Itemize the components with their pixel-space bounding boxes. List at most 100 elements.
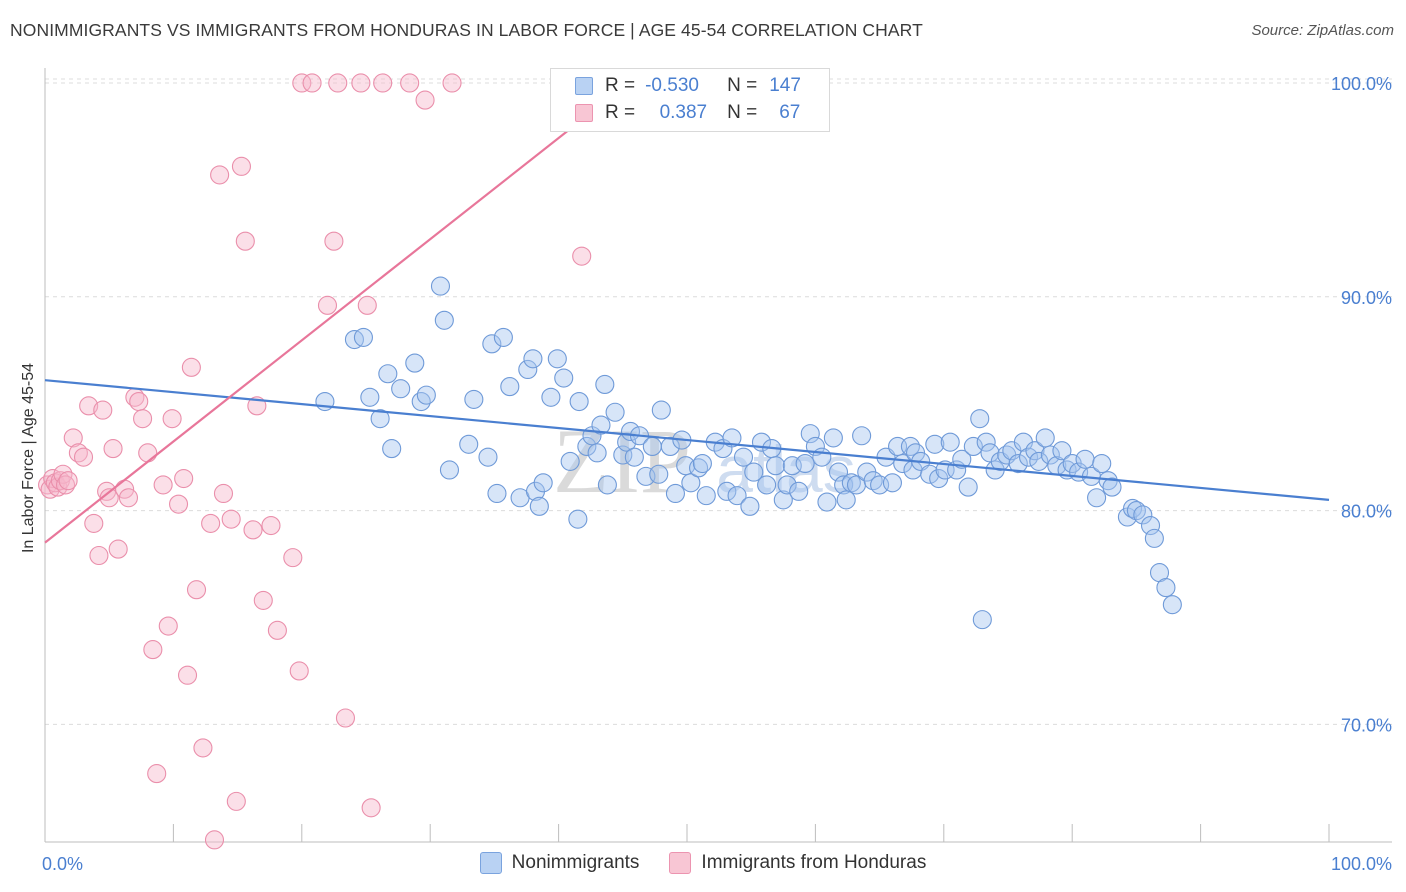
- legend-label-nonimmigrants: Nonimmigrants: [511, 852, 640, 873]
- nonimmigrant-point: [812, 447, 832, 467]
- immigrant-point: [261, 516, 281, 536]
- legend-n-label: N =: [727, 102, 758, 123]
- nonimmigrant-point: [952, 449, 972, 469]
- immigrant-point: [572, 246, 592, 266]
- immigrant-point: [267, 620, 287, 640]
- nonimmigrant-point: [1035, 428, 1055, 448]
- immigrant-point: [147, 764, 167, 784]
- legend-item-nonimmigrants[interactable]: Nonimmigrants: [479, 852, 640, 874]
- nonimmigrant-point: [795, 454, 815, 474]
- nonimmigrant-point: [560, 451, 580, 471]
- nonimmigrant-point: [1087, 488, 1107, 508]
- nonimmigrant-point: [744, 462, 764, 482]
- tick-labels: 70.0% 80.0% 90.0% 100.0% 0.0% 100.0%: [42, 74, 1392, 874]
- nonimmigrant-point: [1133, 505, 1153, 525]
- nonimmigrant-point: [642, 436, 662, 456]
- nonimmigrant-point: [722, 428, 742, 448]
- immigrant-point: [213, 483, 234, 504]
- nonimmigrant-point: [577, 436, 597, 456]
- axis-layer: [44, 68, 1392, 843]
- nonimmigrant-point: [925, 434, 945, 454]
- correlation-legend: R = -0.530 N = 147 R = 0.387 N = 67: [550, 68, 830, 132]
- immigrant-point: [204, 830, 225, 850]
- y-tick-label: 90.0%: [1341, 288, 1392, 308]
- immigrant-point: [181, 357, 201, 377]
- nonimmigrant-point: [478, 447, 498, 467]
- immigrant-point: [129, 391, 149, 412]
- nonimmigrant-point: [823, 428, 843, 448]
- immigrant-point: [93, 400, 113, 420]
- immigrant-point: [243, 520, 263, 540]
- immigrant-point: [174, 468, 194, 489]
- nonimmigrant-point: [958, 477, 978, 497]
- nonimmigrant-point: [597, 475, 617, 495]
- nonimmigrant-point: [681, 473, 701, 493]
- nonimmigrant-point: [777, 475, 797, 495]
- nonimmigrant-point: [665, 483, 685, 504]
- nonimmigrant-point: [970, 409, 990, 429]
- immigrant-point: [153, 475, 173, 495]
- nonimmigrant-point: [766, 456, 786, 476]
- nonimmigrant-point: [789, 481, 809, 501]
- nonimmigrant-point: [1156, 578, 1176, 598]
- immigrants-points: [38, 73, 592, 850]
- legend-r-value: -0.530: [645, 75, 699, 96]
- immigrant-point: [324, 231, 344, 251]
- nonimmigrant-point: [900, 436, 920, 456]
- nonimmigrant-point: [591, 415, 611, 435]
- nonimmigrant-point: [529, 496, 549, 516]
- nonimmigrant-point: [1102, 477, 1122, 497]
- nonimmigrant-point: [411, 391, 431, 412]
- immigrant-point: [133, 409, 153, 429]
- nonimmigrant-point: [382, 439, 402, 459]
- nonimmigrant-point: [649, 464, 669, 484]
- nonimmigrant-point: [836, 490, 856, 510]
- nonimmigrant-point: [518, 359, 538, 380]
- immigrant-point: [361, 798, 381, 818]
- nonimmigrant-point: [360, 387, 380, 407]
- nonimmigrant-point: [1025, 441, 1045, 461]
- nonimmigrant-point: [963, 436, 983, 456]
- nonimmigrant-point: [378, 364, 398, 384]
- nonimmigrant-point: [692, 454, 712, 474]
- nonimmigrant-point: [624, 447, 644, 467]
- nonimmigrant-point: [1092, 454, 1112, 474]
- x-tick-label: 100.0%: [1331, 854, 1392, 874]
- nonimmigrants-points: [315, 276, 1182, 630]
- legend-swatch-blue: [575, 77, 593, 95]
- legend-swatch-pink: [575, 104, 593, 122]
- immigrant-point: [335, 708, 356, 728]
- nonimmigrant-point: [500, 377, 520, 397]
- trend-lines: [44, 71, 1330, 544]
- immigrant-point: [79, 396, 99, 416]
- immigrant-point: [235, 231, 255, 251]
- legend-item-immigrants[interactable]: Immigrants from Honduras: [669, 852, 926, 874]
- immigrant-point: [231, 156, 252, 176]
- nonimmigrant-point: [976, 432, 996, 452]
- nonimmigrant-point: [595, 374, 615, 394]
- immigrant-point: [108, 539, 128, 559]
- immigrant-point: [373, 73, 393, 93]
- watermark-zip: ZIP: [553, 410, 691, 512]
- nonimmigrant-point: [828, 462, 849, 482]
- series-legend: Nonimmigrants Immigrants from Honduras: [0, 852, 1406, 874]
- nonimmigrant-point: [757, 475, 777, 495]
- nonimmigrant-point: [605, 402, 625, 422]
- nonimmigrant-point: [1052, 441, 1072, 461]
- nonimmigrant-point: [733, 447, 754, 467]
- legend-row-immigrants: R = 0.387 N = 67: [575, 100, 800, 126]
- immigrant-point: [73, 447, 94, 467]
- immigrant-point: [201, 513, 221, 533]
- nonimmigrant-point: [533, 473, 553, 493]
- nonimmigrant-point: [541, 387, 561, 407]
- x-tick-label: 0.0%: [42, 854, 83, 874]
- nonimmigrant-point: [370, 409, 390, 429]
- legend-label-immigrants: Immigrants from Honduras: [701, 852, 927, 873]
- nonimmigrant-point: [482, 334, 502, 354]
- nonimmigrant-point: [727, 486, 747, 506]
- legend-r-value: 0.387: [659, 102, 708, 123]
- immigrant-point: [143, 640, 163, 660]
- immigrant-point: [103, 439, 123, 459]
- legend-n-value: 147: [769, 75, 801, 96]
